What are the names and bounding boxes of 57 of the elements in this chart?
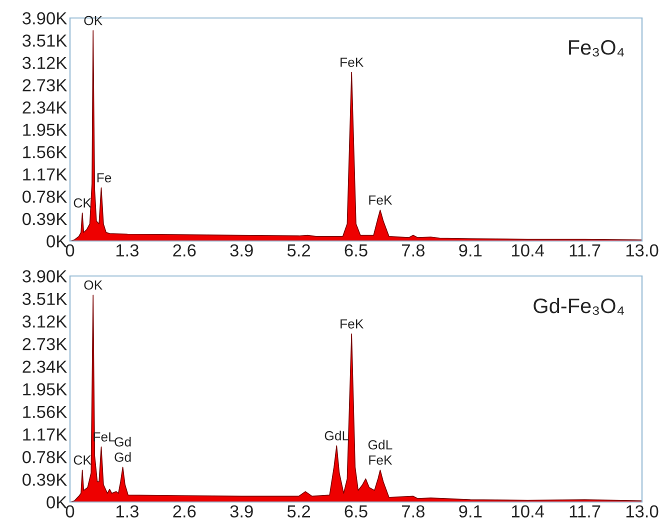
annotation: FeK: [340, 319, 364, 329]
x-tick-label: 9.1: [459, 244, 482, 257]
x-tick-label: 10.4: [512, 505, 544, 518]
y-tick-label: 1.17K: [23, 428, 68, 440]
y-tick-label: 1.56K: [23, 146, 68, 158]
y-tick-label: 1.56K: [23, 406, 68, 418]
annotation: FeK: [369, 456, 392, 465]
y-tick-label: 3.51K: [22, 292, 68, 306]
x-tick-label: 0: [66, 505, 74, 518]
y-tick-label: 0.39K: [22, 212, 68, 226]
y-tick-label: 2.34K: [22, 360, 68, 373]
x-tick-label: 5.2: [287, 505, 310, 518]
y-tick-label: 1.17K: [23, 168, 68, 180]
annotation: OK: [84, 280, 102, 290]
annotation: Gd-Fe₃O₄: [534, 298, 624, 315]
x-tick-label: 13.0: [626, 505, 658, 518]
y-tick-label: 3.12K: [22, 56, 68, 70]
y-tick-label: 0K: [46, 235, 68, 248]
y-tick-label: 3.12K: [22, 315, 68, 328]
y-tick-label: 0.39K: [22, 474, 68, 486]
x-tick-label: 6.5: [344, 505, 368, 518]
y-tick-label: 2.73K: [22, 79, 68, 92]
y-tick-label: 0.78K: [22, 190, 68, 203]
y-tick-label: 3.90K: [22, 270, 68, 282]
x-tick-label: 1.3: [116, 505, 139, 518]
y-tick-label: 1.95K: [23, 383, 68, 396]
annotation: Fe₃O₄: [569, 40, 624, 56]
x-tick-label: 7.8: [402, 244, 425, 257]
x-tick-label: 0: [66, 244, 74, 257]
annotation: CK: [74, 455, 92, 465]
y-tick-label: 3.51K: [22, 34, 68, 47]
y-tick-label: 2.34K: [22, 101, 68, 114]
y-tick-label: 1.95K: [23, 124, 68, 136]
x-tick-label: 10.4: [512, 244, 544, 257]
x-tick-label: 2.6: [173, 244, 196, 257]
annotation: Fe: [97, 173, 112, 182]
annotation: OK: [84, 16, 102, 26]
annotation: Gd: [114, 436, 131, 447]
x-tick-label: 5.2: [287, 244, 310, 257]
annotation: Gd: [114, 452, 131, 462]
x-tick-label: 13.0: [626, 244, 658, 257]
annotation: GdL: [368, 440, 392, 450]
x-tick-label: 11.7: [570, 505, 600, 518]
x-tick-label: 1.3: [116, 244, 139, 257]
x-tick-label: 7.8: [402, 505, 425, 518]
y-tick-label: 3.90K: [22, 12, 68, 24]
x-tick-label: 2.6: [173, 505, 196, 518]
x-tick-label: 11.7: [570, 244, 600, 256]
annotation: FeK: [340, 58, 364, 67]
x-tick-label: 3.9: [230, 505, 253, 518]
annotation: FeK: [369, 196, 392, 205]
x-tick-label: 9.1: [459, 505, 482, 518]
x-tick-label: 6.5: [344, 244, 368, 257]
y-tick-label: 0K: [46, 496, 68, 508]
y-tick-label: 0.78K: [22, 450, 68, 464]
y-tick-label: 2.73K: [22, 338, 68, 350]
x-tick-label: 3.9: [230, 244, 253, 257]
